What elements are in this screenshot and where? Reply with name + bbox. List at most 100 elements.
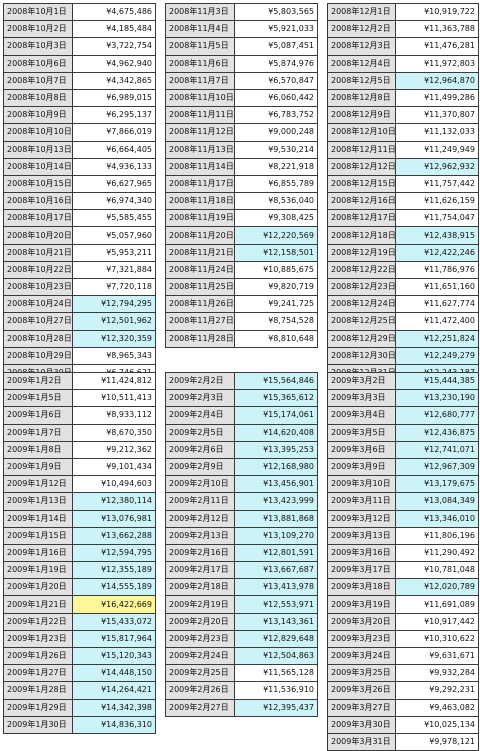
date-cell[interactable]: 2009年3月11日 bbox=[327, 492, 396, 511]
date-cell[interactable]: 2009年1月15日 bbox=[3, 526, 73, 545]
date-cell[interactable]: 2009年1月6日 bbox=[3, 406, 73, 425]
value-cell[interactable]: ¥9,530,214 bbox=[234, 140, 318, 159]
date-cell[interactable]: 2009年1月2日 bbox=[3, 371, 73, 391]
value-cell[interactable]: ¥13,662,288 bbox=[72, 526, 156, 545]
value-cell[interactable]: ¥4,342,865 bbox=[72, 71, 156, 90]
date-cell[interactable]: 2009年2月12日 bbox=[165, 509, 235, 528]
date-cell[interactable]: 2008年10月13日 bbox=[3, 140, 73, 159]
date-cell[interactable]: 2009年1月19日 bbox=[3, 561, 73, 580]
date-cell[interactable]: 2009年3月30日 bbox=[327, 715, 396, 734]
value-cell[interactable]: ¥15,433,072 bbox=[72, 612, 156, 631]
value-cell[interactable]: ¥10,511,413 bbox=[72, 389, 156, 408]
value-cell[interactable]: ¥11,363,788 bbox=[395, 20, 479, 39]
date-cell[interactable]: 2008年12月17日 bbox=[327, 209, 396, 228]
date-cell[interactable]: 2009年2月18日 bbox=[165, 578, 235, 597]
date-cell[interactable]: 2009年2月9日 bbox=[165, 457, 235, 477]
value-cell[interactable]: ¥12,501,962 bbox=[72, 312, 156, 331]
date-cell[interactable]: 2009年1月21日 bbox=[3, 595, 73, 614]
value-cell[interactable]: ¥8,221,918 bbox=[234, 157, 318, 176]
value-cell[interactable]: ¥11,370,807 bbox=[395, 106, 479, 125]
date-cell[interactable]: 2008年11月21日 bbox=[165, 243, 235, 262]
value-cell[interactable]: ¥8,670,350 bbox=[72, 423, 156, 442]
date-cell[interactable]: 2008年12月8日 bbox=[327, 88, 396, 108]
date-cell[interactable]: 2008年12月25日 bbox=[327, 312, 396, 331]
date-cell[interactable]: 2008年10月14日 bbox=[3, 157, 73, 176]
value-cell[interactable]: ¥12,438,915 bbox=[395, 226, 479, 245]
value-cell[interactable]: ¥4,962,940 bbox=[72, 54, 156, 73]
date-cell[interactable]: 2009年2月10日 bbox=[165, 475, 235, 494]
value-cell[interactable]: ¥9,820,719 bbox=[234, 277, 318, 297]
value-cell[interactable]: ¥10,494,603 bbox=[72, 475, 156, 494]
date-cell[interactable]: 2008年11月14日 bbox=[165, 157, 235, 176]
date-cell[interactable]: 2009年1月28日 bbox=[3, 681, 73, 700]
value-cell[interactable]: ¥9,932,284 bbox=[395, 664, 479, 683]
value-cell[interactable]: ¥9,631,671 bbox=[395, 646, 479, 666]
date-cell[interactable]: 2009年2月24日 bbox=[165, 646, 235, 666]
value-cell[interactable]: ¥9,308,425 bbox=[234, 209, 318, 228]
value-cell[interactable]: ¥12,395,437 bbox=[234, 698, 318, 717]
date-cell[interactable]: 2009年3月25日 bbox=[327, 664, 396, 683]
date-cell[interactable]: 2008年11月19日 bbox=[165, 209, 235, 228]
date-cell[interactable]: 2008年12月19日 bbox=[327, 243, 396, 262]
value-cell[interactable]: ¥14,620,408 bbox=[234, 423, 318, 442]
date-cell[interactable]: 2008年12月30日 bbox=[327, 346, 396, 365]
value-cell[interactable]: ¥6,783,752 bbox=[234, 106, 318, 125]
date-cell[interactable]: 2008年11月26日 bbox=[165, 295, 235, 314]
date-cell[interactable]: 2008年11月11日 bbox=[165, 106, 235, 125]
date-cell[interactable]: 2008年12月9日 bbox=[327, 106, 396, 125]
date-cell[interactable]: 2009年2月5日 bbox=[165, 423, 235, 442]
date-cell[interactable]: 2009年3月19日 bbox=[327, 595, 396, 614]
date-cell[interactable]: 2008年11月7日 bbox=[165, 71, 235, 90]
value-cell[interactable]: ¥15,564,846 bbox=[234, 371, 318, 391]
value-cell[interactable]: ¥6,989,015 bbox=[72, 88, 156, 108]
date-cell[interactable]: 2009年1月30日 bbox=[3, 715, 73, 734]
value-cell[interactable]: ¥12,741,071 bbox=[395, 440, 479, 459]
value-cell[interactable]: ¥6,295,137 bbox=[72, 106, 156, 125]
date-cell[interactable]: 2008年12月5日 bbox=[327, 71, 396, 90]
value-cell[interactable]: ¥11,565,128 bbox=[234, 664, 318, 683]
value-cell[interactable]: ¥11,536,910 bbox=[234, 681, 318, 700]
date-cell[interactable]: 2008年11月18日 bbox=[165, 192, 235, 211]
date-cell[interactable]: 2009年2月6日 bbox=[165, 440, 235, 459]
date-cell[interactable]: 2009年3月9日 bbox=[327, 457, 396, 477]
value-cell[interactable]: ¥12,436,875 bbox=[395, 423, 479, 442]
date-cell[interactable]: 2008年11月12日 bbox=[165, 123, 235, 142]
value-cell[interactable]: ¥6,060,442 bbox=[234, 88, 318, 108]
value-cell[interactable]: ¥13,076,981 bbox=[72, 509, 156, 528]
value-cell[interactable]: ¥12,158,501 bbox=[234, 243, 318, 262]
date-cell[interactable]: 2008年11月25日 bbox=[165, 277, 235, 297]
date-cell[interactable]: 2009年1月26日 bbox=[3, 646, 73, 666]
value-cell[interactable]: ¥9,292,231 bbox=[395, 681, 479, 700]
value-cell[interactable]: ¥6,974,340 bbox=[72, 192, 156, 211]
value-cell[interactable]: ¥15,120,343 bbox=[72, 646, 156, 666]
value-cell[interactable]: ¥9,463,082 bbox=[395, 698, 479, 717]
date-cell[interactable]: 2008年11月10日 bbox=[165, 88, 235, 108]
date-cell[interactable]: 2008年12月23日 bbox=[327, 277, 396, 297]
date-cell[interactable]: 2008年10月3日 bbox=[3, 37, 73, 56]
value-cell[interactable]: ¥5,953,211 bbox=[72, 243, 156, 262]
date-cell[interactable]: 2009年3月5日 bbox=[327, 423, 396, 442]
value-cell[interactable]: ¥13,346,010 bbox=[395, 509, 479, 528]
value-cell[interactable]: ¥11,290,492 bbox=[395, 543, 479, 563]
value-cell[interactable]: ¥9,212,362 bbox=[72, 440, 156, 459]
date-cell[interactable]: 2008年10月7日 bbox=[3, 71, 73, 90]
value-cell[interactable]: ¥9,101,434 bbox=[72, 457, 156, 477]
value-cell[interactable]: ¥10,781,048 bbox=[395, 561, 479, 580]
date-cell[interactable]: 2008年10月1日 bbox=[3, 2, 73, 22]
date-cell[interactable]: 2009年3月17日 bbox=[327, 561, 396, 580]
date-cell[interactable]: 2008年12月29日 bbox=[327, 329, 396, 348]
date-cell[interactable]: 2008年10月21日 bbox=[3, 243, 73, 262]
value-cell[interactable]: ¥15,444,385 bbox=[395, 371, 479, 391]
date-cell[interactable]: 2008年12月11日 bbox=[327, 140, 396, 159]
date-cell[interactable]: 2009年1月29日 bbox=[3, 698, 73, 717]
value-cell[interactable]: ¥15,174,061 bbox=[234, 406, 318, 425]
value-cell[interactable]: ¥15,365,612 bbox=[234, 389, 318, 408]
value-cell[interactable]: ¥12,801,591 bbox=[234, 543, 318, 563]
value-cell[interactable]: ¥12,380,114 bbox=[72, 492, 156, 511]
date-cell[interactable]: 2009年3月13日 bbox=[327, 526, 396, 545]
value-cell[interactable]: ¥12,594,795 bbox=[72, 543, 156, 563]
date-cell[interactable]: 2008年10月9日 bbox=[3, 106, 73, 125]
date-cell[interactable]: 2008年11月20日 bbox=[165, 226, 235, 245]
value-cell[interactable]: ¥13,143,361 bbox=[234, 612, 318, 631]
date-cell[interactable]: 2009年3月2日 bbox=[327, 371, 396, 391]
